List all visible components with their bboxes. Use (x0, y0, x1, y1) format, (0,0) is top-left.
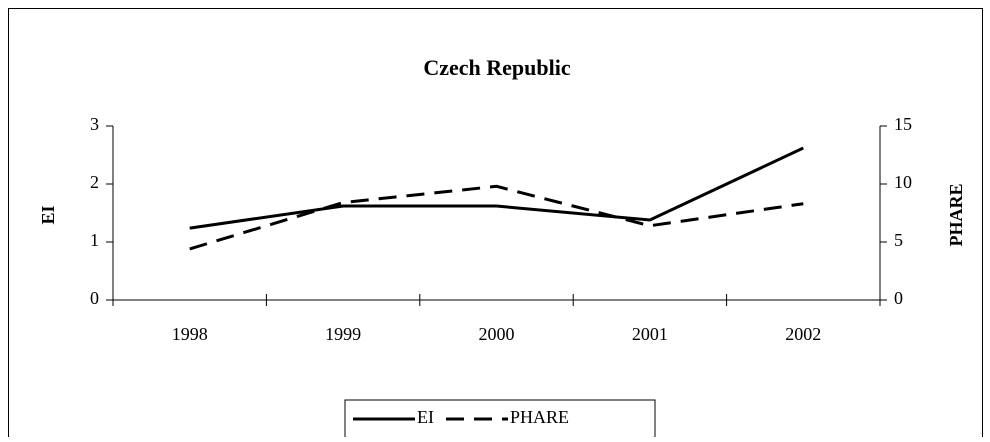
y2-tick-label: 5 (894, 230, 903, 250)
x-tick-label: 1998 (172, 324, 208, 344)
x-tick-label: 1999 (325, 324, 361, 344)
y-tick-label: 3 (90, 114, 99, 134)
x-tick-label: 2001 (632, 324, 668, 344)
y-tick-label: 2 (90, 172, 99, 192)
y2-tick-label: 0 (894, 288, 903, 308)
data-line (189, 146, 804, 230)
y-axis-label: EI (38, 205, 58, 224)
data-line (189, 184, 804, 251)
y-tick-label: 1 (90, 230, 99, 250)
y-tick-label: 0 (90, 288, 99, 308)
legend-label: PHARE (510, 407, 569, 427)
legend-box (344, 399, 656, 442)
x-tick-label: 2002 (785, 324, 821, 344)
legend-label: EI (417, 407, 434, 427)
chart-title: Czech Republic (423, 55, 571, 80)
x-tick-label: 2000 (479, 324, 515, 344)
y2-tick-label: 10 (894, 172, 912, 192)
y2-tick-label: 15 (894, 114, 912, 134)
chart-frame (8, 8, 983, 442)
y2-axis-label: PHARE (946, 184, 966, 247)
